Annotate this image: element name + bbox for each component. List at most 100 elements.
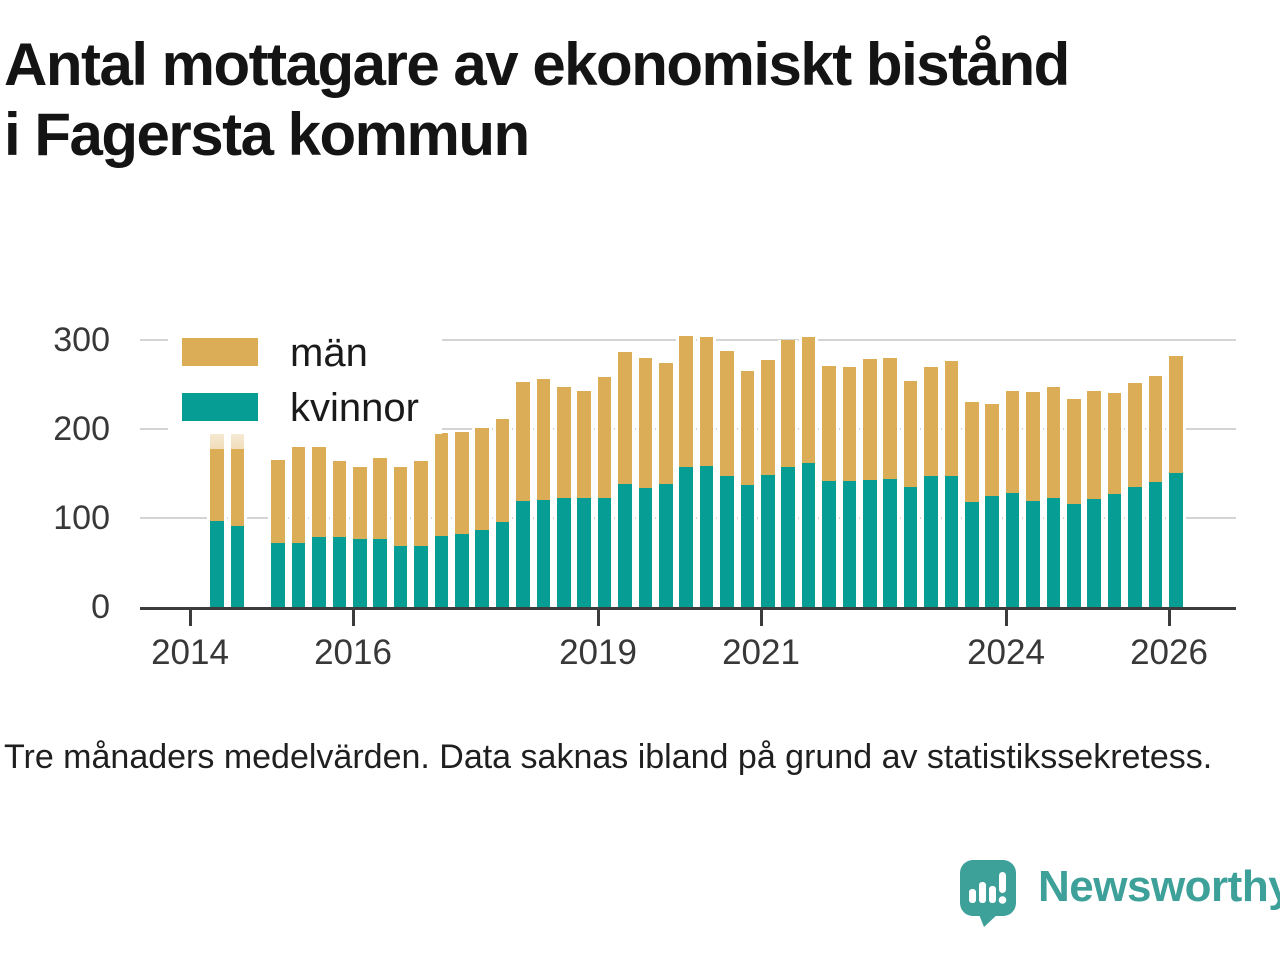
bar-segment-kvinnor	[903, 486, 918, 607]
bar-2025-Q1	[1087, 390, 1101, 607]
x-tick-label: 2014	[151, 633, 229, 672]
bar-segment-kvinnor	[1128, 486, 1142, 607]
bar-segment-kvinnor	[210, 520, 224, 607]
bar-2019-Q3	[638, 357, 653, 607]
bar-2025-Q4	[1148, 375, 1163, 607]
bar-segment-kvinnor	[1026, 501, 1040, 607]
bar-2016-Q3	[393, 467, 408, 607]
bar-2014-Q3	[230, 429, 245, 607]
legend-label-man: män	[290, 331, 368, 375]
bar-segment-man	[332, 461, 347, 537]
bar-segment-kvinnor	[475, 529, 489, 607]
bar-2015-Q4	[332, 461, 347, 607]
bar-2015-Q1	[271, 460, 285, 607]
x-tick-label: 2021	[722, 633, 800, 672]
x-axis-tick	[1167, 610, 1171, 626]
bar-2016-Q1	[353, 467, 367, 607]
x-tick-label: 2019	[559, 633, 637, 672]
legend-swatch-kvinnor	[182, 393, 258, 421]
bar-segment-kvinnor	[536, 500, 551, 607]
bar-2021-Q1	[761, 359, 775, 607]
x-axis-tick	[188, 610, 192, 626]
x-tick-label: 2026	[1130, 633, 1208, 672]
bar-2022-Q2	[863, 358, 877, 607]
bar-segment-man	[597, 377, 612, 499]
bar-2016-Q4	[414, 461, 428, 607]
bar-segment-man	[740, 371, 755, 486]
bar-segment-man	[230, 449, 245, 526]
bar-segment-man	[1107, 392, 1122, 494]
bar-segment-kvinnor	[230, 525, 245, 607]
bar-segment-kvinnor	[291, 542, 306, 607]
bar-segment-man	[1087, 390, 1101, 500]
bar-segment-kvinnor	[455, 534, 469, 607]
bar-segment-man	[720, 350, 734, 477]
bar-2015-Q3	[312, 446, 326, 607]
bar-segment-man	[965, 402, 979, 502]
bar-segment-man	[842, 366, 857, 481]
bar-segment-man	[393, 467, 408, 547]
bar-segment-kvinnor	[1107, 493, 1122, 607]
bar-segment-kvinnor	[801, 462, 816, 607]
brand-name: Newsworthy	[1038, 862, 1280, 911]
bar-segment-kvinnor	[495, 521, 510, 607]
bar-segment-kvinnor	[965, 501, 979, 607]
bar-segment-man	[659, 363, 673, 485]
bar-segment-man-osaker	[230, 429, 245, 450]
bar-2025-Q2	[1107, 392, 1122, 607]
bar-segment-man	[536, 379, 551, 501]
bar-segment-man	[679, 335, 693, 468]
bar-segment-kvinnor	[761, 475, 775, 607]
bar-segment-kvinnor	[332, 536, 347, 607]
bar-segment-kvinnor	[1087, 499, 1101, 607]
bar-segment-man	[761, 359, 775, 476]
bar-2021-Q2	[781, 340, 795, 607]
bar-segment-man	[557, 387, 571, 499]
bar-2021-Q3	[801, 337, 816, 607]
bar-segment-kvinnor	[659, 484, 673, 607]
bar-segment-man	[699, 337, 714, 467]
bar-segment-man	[291, 446, 306, 543]
bar-segment-man	[455, 431, 469, 534]
bar-2019-Q2	[618, 352, 632, 607]
bar-2023-Q1	[924, 366, 938, 607]
chart-title-line2: i Fagersta kommun	[4, 101, 530, 168]
bar-segment-man	[863, 358, 877, 480]
bar-segment-kvinnor	[842, 480, 857, 607]
bar-segment-kvinnor	[679, 467, 693, 607]
bar-segment-kvinnor	[414, 545, 428, 607]
bar-2024-Q3	[1046, 387, 1061, 607]
chart-title: Antal mottagare av ekonomiskt bistånd i …	[4, 30, 1276, 170]
bar-segment-kvinnor	[434, 535, 449, 607]
bar-2019-Q4	[659, 363, 673, 607]
bar-segment-kvinnor	[1148, 481, 1163, 607]
bar-segment-man	[1128, 382, 1142, 487]
bar-segment-kvinnor	[883, 478, 897, 607]
x-tick-label: 2024	[967, 633, 1045, 672]
x-axis-tick	[351, 610, 355, 626]
bar-segment-man	[475, 428, 489, 530]
bar-segment-man	[312, 446, 326, 537]
y-tick-label: 0	[91, 588, 110, 626]
bar-segment-man	[1067, 398, 1081, 504]
y-tick-label: 200	[53, 410, 110, 448]
brand-lockup: Newsworthy	[960, 860, 1280, 928]
bar-segment-kvinnor	[985, 495, 999, 607]
bar-segment-man	[1148, 375, 1163, 482]
bar-segment-man	[516, 381, 530, 502]
bar-segment-kvinnor	[1005, 493, 1020, 607]
bar-segment-kvinnor	[863, 479, 877, 607]
bar-segment-kvinnor	[944, 476, 959, 607]
bar-segment-man	[781, 340, 795, 468]
bar-segment-kvinnor	[373, 539, 387, 607]
bar-2018-Q2	[536, 379, 551, 607]
bar-segment-kvinnor	[577, 498, 591, 607]
bar-segment-man	[373, 458, 387, 540]
bar-2023-Q3	[965, 402, 979, 607]
bar-segment-kvinnor	[597, 498, 612, 607]
bar-2024-Q4	[1067, 398, 1081, 607]
bar-segment-man	[924, 366, 938, 477]
bar-segment-man	[577, 390, 591, 499]
bar-segment-man	[210, 448, 224, 521]
